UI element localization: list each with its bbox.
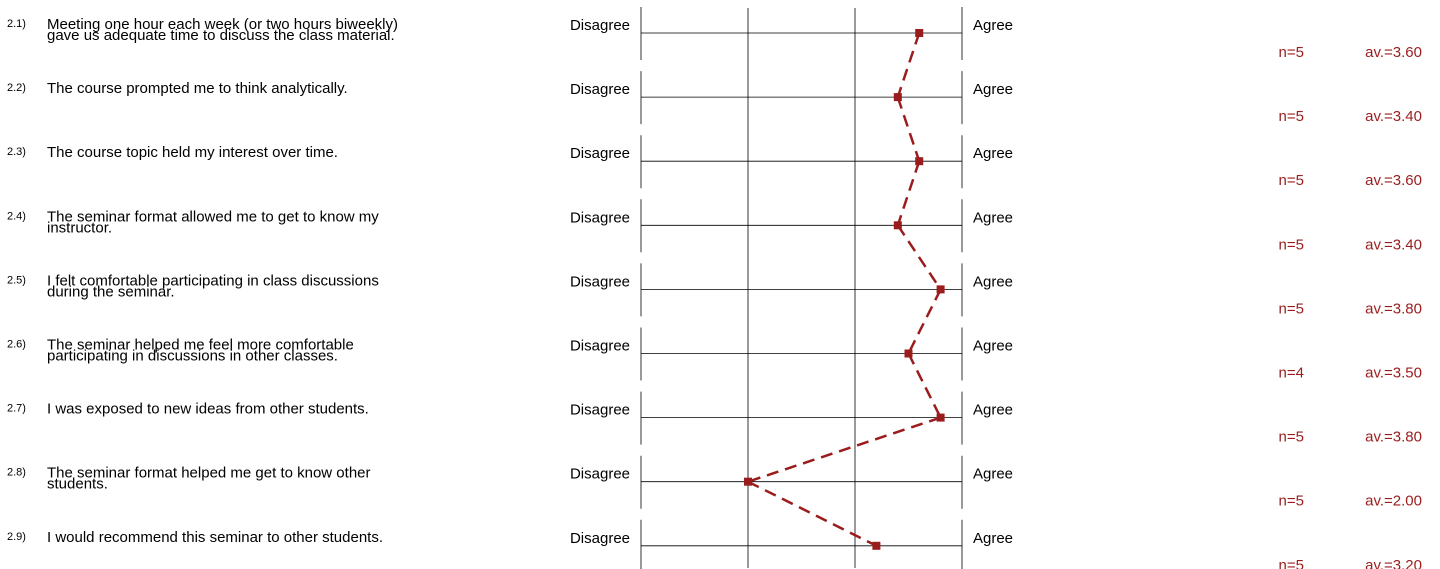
response-count: n=5 xyxy=(1279,300,1304,317)
scale-right-label: Agree xyxy=(973,17,1013,34)
data-point xyxy=(915,29,924,37)
profile-line-segment xyxy=(896,224,942,291)
data-point xyxy=(936,285,945,294)
response-count: n=5 xyxy=(1279,236,1304,253)
profile-line-segment xyxy=(896,96,921,162)
average-value: av.=3.60 xyxy=(1365,172,1422,189)
question-text: during the seminar. xyxy=(47,283,175,300)
scale-left-label: Disagree xyxy=(570,466,630,483)
question-text: I would recommend this seminar to other … xyxy=(47,529,383,546)
question-text: students. xyxy=(47,476,108,493)
data-point xyxy=(872,541,881,550)
data-point xyxy=(893,221,902,230)
question-text: participating in discussions in other cl… xyxy=(47,348,338,365)
question-number: 2.1) xyxy=(7,18,26,30)
scale-left-label: Disagree xyxy=(570,209,630,226)
response-count: n=4 xyxy=(1279,365,1304,382)
scale-right-label: Agree xyxy=(973,81,1013,98)
average-value: av.=3.80 xyxy=(1365,429,1422,446)
scale-right-label: Agree xyxy=(973,273,1013,290)
profile-line-segment xyxy=(907,288,942,355)
response-count: n=5 xyxy=(1279,429,1304,446)
question-number: 2.4) xyxy=(7,210,26,222)
data-point xyxy=(904,349,913,358)
average-value: av.=3.40 xyxy=(1365,108,1422,125)
data-point xyxy=(893,93,902,102)
average-value: av.=2.00 xyxy=(1365,493,1422,510)
question-number: 2.8) xyxy=(7,467,26,479)
question-text: The course prompted me to think analytic… xyxy=(47,80,348,97)
data-point xyxy=(744,477,752,486)
response-count: n=5 xyxy=(1279,557,1304,569)
response-count: n=5 xyxy=(1279,493,1304,510)
question-number: 2.5) xyxy=(7,274,26,286)
question-text: I felt comfortable participating in clas… xyxy=(47,272,379,289)
average-value: av.=3.60 xyxy=(1365,44,1422,61)
question-text: gave us adequate time to discuss the cla… xyxy=(47,27,395,44)
scale-right-label: Agree xyxy=(973,145,1013,162)
profile-line-segment xyxy=(896,160,921,226)
scale-left-label: Disagree xyxy=(570,338,630,355)
scale-left-label: Disagree xyxy=(570,530,630,547)
question-text: The course topic held my interest over t… xyxy=(47,144,338,161)
scale-left-label: Disagree xyxy=(570,402,630,419)
data-point xyxy=(915,157,924,166)
question-number: 2.7) xyxy=(7,403,26,415)
question-number: 2.6) xyxy=(7,339,26,351)
profile-line-segment xyxy=(896,32,921,98)
average-value: av.=3.50 xyxy=(1365,365,1422,382)
scale-right-label: Agree xyxy=(973,466,1013,483)
scale-right-label: Agree xyxy=(973,209,1013,226)
question-text: instructor. xyxy=(47,219,112,236)
profile-line-segment xyxy=(747,480,877,547)
average-value: av.=3.80 xyxy=(1365,300,1422,317)
question-number: 2.9) xyxy=(7,531,26,543)
question-text: I was exposed to new ideas from other st… xyxy=(47,401,369,418)
average-value: av.=3.20 xyxy=(1365,557,1422,569)
question-number: 2.2) xyxy=(7,82,26,94)
scale-left-label: Disagree xyxy=(570,145,630,162)
response-count: n=5 xyxy=(1279,44,1304,61)
question-number: 2.3) xyxy=(7,146,26,158)
response-count: n=5 xyxy=(1279,172,1304,189)
scale-right-label: Agree xyxy=(973,338,1013,355)
profile-line-segment xyxy=(907,352,942,419)
scale-right-label: Agree xyxy=(973,402,1013,419)
scale-left-label: Disagree xyxy=(570,81,630,98)
question-text: The seminar format helped me get to know… xyxy=(47,465,371,482)
average-value: av.=3.40 xyxy=(1365,236,1422,253)
scale-left-label: Disagree xyxy=(570,273,630,290)
question-text: Meeting one hour each week (or two hours… xyxy=(47,16,398,33)
response-count: n=5 xyxy=(1279,108,1304,125)
question-text: The seminar helped me feel more comforta… xyxy=(47,337,354,354)
data-point xyxy=(936,413,945,422)
scale-right-label: Agree xyxy=(973,530,1013,547)
question-text: The seminar format allowed me to get to … xyxy=(47,208,379,225)
scale-left-label: Disagree xyxy=(570,17,630,34)
profile-line-segment xyxy=(747,416,941,483)
